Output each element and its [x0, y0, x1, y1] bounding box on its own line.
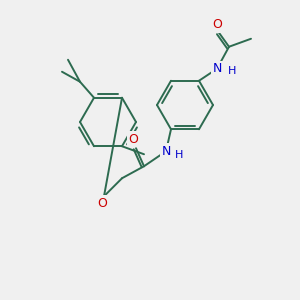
- Text: N: N: [212, 62, 222, 75]
- Text: O: O: [97, 197, 107, 210]
- Text: O: O: [212, 18, 222, 31]
- Text: H: H: [228, 66, 236, 76]
- Text: O: O: [128, 133, 138, 146]
- Text: N: N: [161, 145, 171, 158]
- Text: H: H: [175, 150, 183, 160]
